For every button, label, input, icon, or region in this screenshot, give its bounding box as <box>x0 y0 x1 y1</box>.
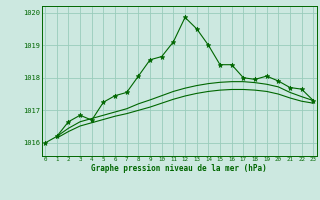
X-axis label: Graphe pression niveau de la mer (hPa): Graphe pression niveau de la mer (hPa) <box>91 164 267 173</box>
